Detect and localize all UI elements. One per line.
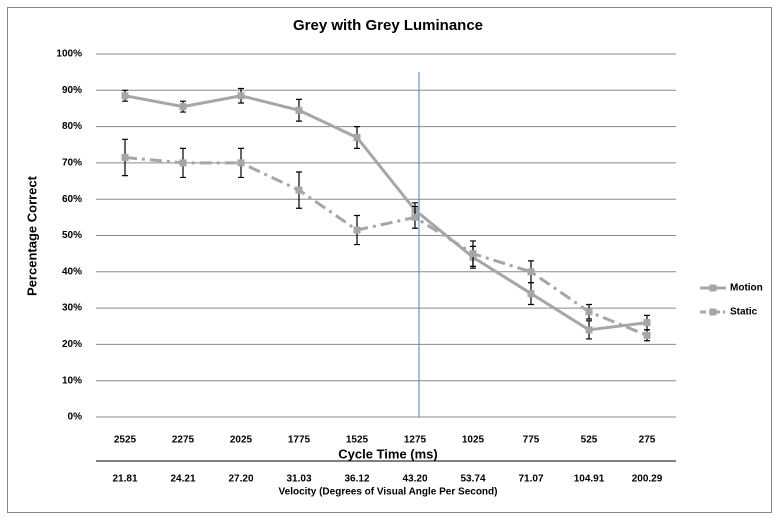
x-tick-label: 1275	[404, 435, 427, 446]
y-tick-label: 100%	[56, 49, 82, 60]
marker	[237, 92, 245, 100]
y-tick-label: 30%	[62, 303, 82, 314]
x2-tick-label: 21.81	[112, 474, 137, 485]
y-tick-label: 10%	[62, 375, 82, 386]
legend-marker	[709, 308, 717, 316]
marker	[585, 308, 593, 316]
marker	[527, 290, 535, 298]
marker	[527, 268, 535, 276]
marker	[121, 153, 129, 161]
x2-tick-label: 53.74	[460, 474, 485, 485]
x2-tick-label: 36.12	[344, 474, 369, 485]
y-tick-label: 70%	[62, 158, 82, 169]
series-line	[124, 155, 648, 337]
x-tick-label: 2525	[114, 435, 137, 446]
x-tick-label: 775	[523, 435, 540, 446]
x2-tick-label: 27.20	[228, 474, 253, 485]
chart-title: Grey with Grey Luminance	[293, 17, 483, 34]
x-tick-label: 1025	[462, 435, 485, 446]
y-tick-label: 60%	[62, 194, 82, 205]
y-tick-label: 0%	[68, 412, 83, 423]
marker	[643, 319, 651, 327]
marker	[179, 103, 187, 111]
y-tick-label: 50%	[62, 230, 82, 241]
marker	[411, 213, 419, 221]
x-tick-label: 275	[639, 435, 656, 446]
x2-tick-label: 24.21	[170, 474, 195, 485]
x-tick-label: 2275	[172, 435, 195, 446]
chart-border	[7, 7, 772, 513]
y-tick-label: 80%	[62, 121, 82, 132]
y-axis-label: Percentage Correct	[24, 175, 39, 296]
y-tick-label: 90%	[62, 85, 82, 96]
legend-marker	[709, 284, 717, 292]
marker	[469, 250, 477, 258]
x-tick-label: 2025	[230, 435, 253, 446]
marker	[353, 226, 361, 234]
marker	[585, 326, 593, 334]
marker	[237, 159, 245, 167]
x2-tick-label: 71.07	[518, 474, 543, 485]
marker	[179, 159, 187, 167]
y-tick-label: 40%	[62, 266, 82, 277]
x2-axis-label: Velocity (Degrees of Visual Angle Per Se…	[279, 487, 498, 498]
y-tick-label: 20%	[62, 339, 82, 350]
marker	[643, 331, 651, 339]
marker	[121, 92, 129, 100]
series-line	[124, 94, 648, 332]
marker	[295, 186, 303, 194]
x2-tick-label: 31.03	[286, 474, 311, 485]
legend-label: Static	[730, 307, 758, 318]
x-tick-label: 1775	[288, 435, 311, 446]
x-tick-label: 525	[581, 435, 598, 446]
x-axis-label: Cycle Time (ms)	[338, 446, 437, 461]
marker	[353, 133, 361, 141]
x2-tick-label: 104.91	[574, 474, 605, 485]
x2-tick-label: 43.20	[402, 474, 427, 485]
x-tick-label: 1525	[346, 435, 369, 446]
legend-label: Motion	[730, 283, 763, 294]
marker	[295, 106, 303, 114]
x2-tick-label: 200.29	[632, 474, 663, 485]
